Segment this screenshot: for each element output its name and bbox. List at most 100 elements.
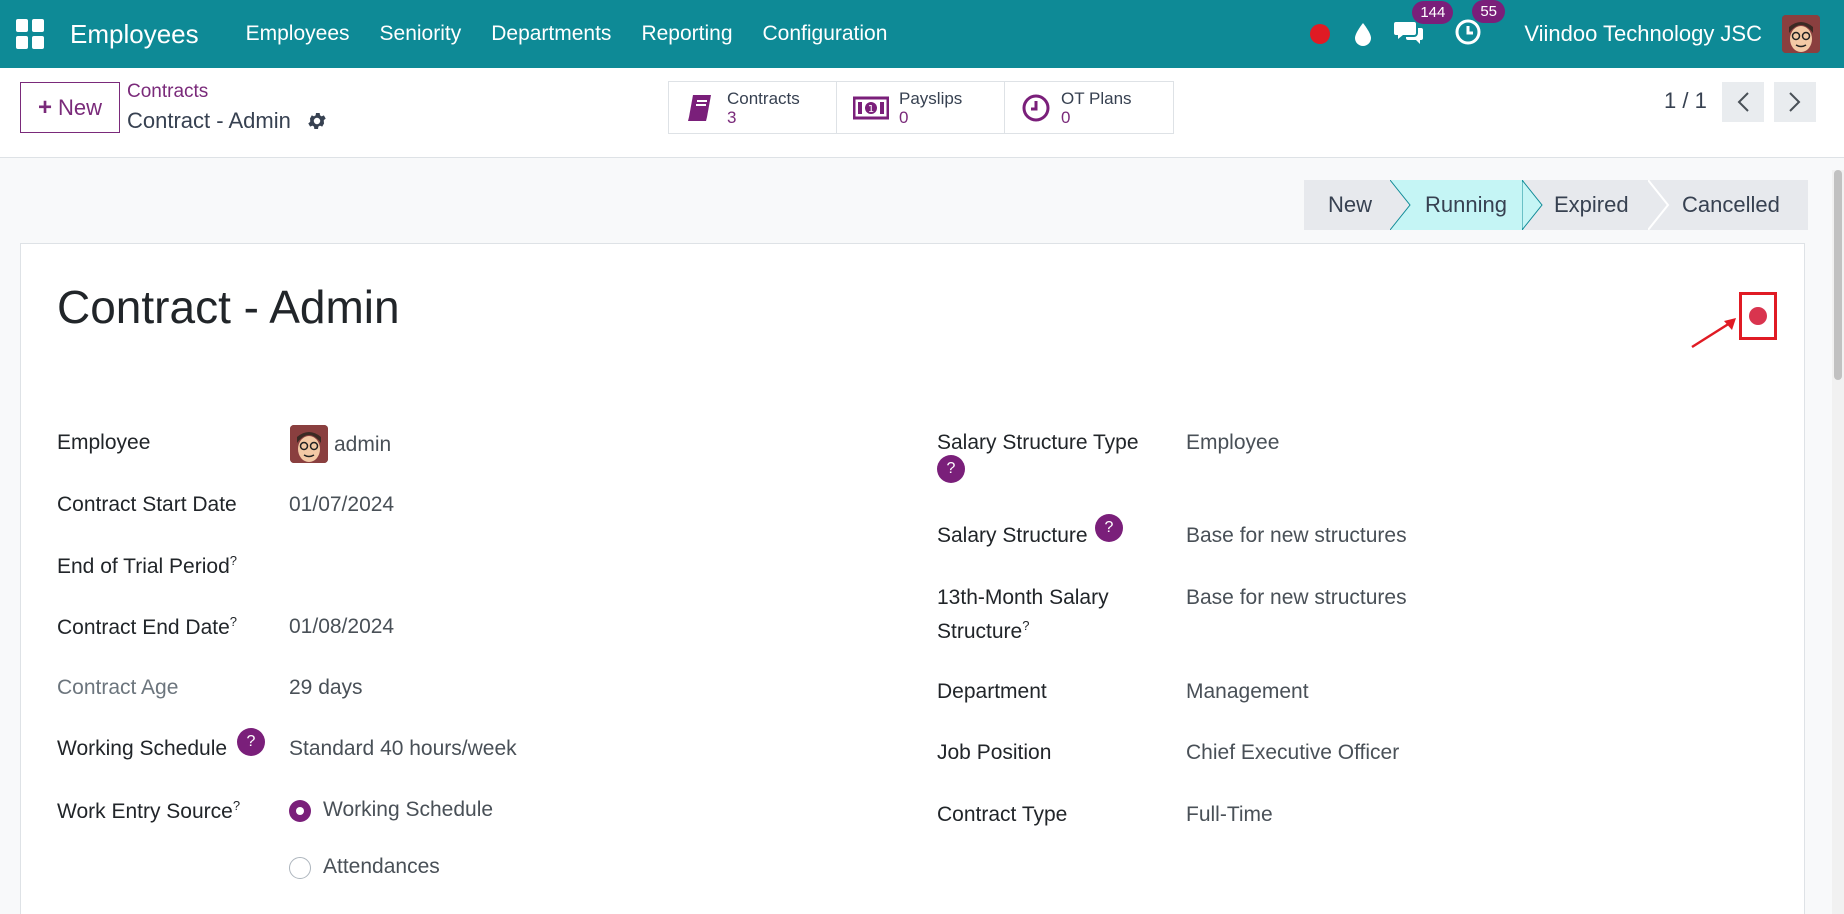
13th-month-value[interactable]: Base for new structures [1186,586,1407,609]
stage-expired-label: Expired [1554,192,1629,217]
contract-age-label: Contract Age [57,676,179,699]
salary-structure-value[interactable]: Base for new structures [1186,524,1407,547]
smart-buttons: Contracts 3 1 Payslips 0 OT Plans 0 [668,81,1174,134]
help-question-icon[interactable]: ? [937,455,965,483]
payslips-smart-label: Payslips [899,88,963,108]
help-question-icon[interactable]: ? [1095,514,1123,542]
pager-next-button[interactable] [1774,82,1816,122]
stage-new-label: New [1328,192,1373,217]
annotation-arrow-icon [1691,318,1736,349]
kanban-state-dot-icon [1749,307,1767,325]
work-entry-source-label: Work Entry Source? [57,798,240,824]
page-scrollbar-thumb[interactable] [1834,170,1842,380]
radio-working-schedule[interactable] [289,800,311,822]
stage-separator-icon [1390,180,1411,230]
13th-month-label-line2-text: Structure [937,620,1023,643]
department-value[interactable]: Management [1186,680,1309,703]
job-position-value[interactable]: Chief Executive Officer [1186,741,1400,764]
breadcrumb-current: Contract - Admin [127,108,291,133]
stage-cancelled[interactable]: Cancelled [1648,180,1808,230]
ot-plans-smart-count: 0 [1061,107,1071,127]
job-position-label: Job Position [937,741,1052,764]
working-schedule-label: Working Schedule [57,737,228,760]
contract-age-value: 29 days [289,676,363,699]
stage-expired[interactable]: Expired [1522,180,1650,230]
messages-count-badge: 144 [1412,0,1454,24]
record-title[interactable]: Contract - Admin [57,281,400,333]
activity-clock-icon [1455,19,1481,44]
radio-working-schedule-label[interactable]: Working Schedule [323,798,494,821]
clock-icon [1022,94,1050,121]
navbar-systray: 144 55 Viindoo Technology JSC [1310,0,1844,68]
company-switcher[interactable]: Viindoo Technology JSC [1524,21,1762,46]
stage-separator-icon [1648,180,1670,230]
menu-seniority[interactable]: Seniority [379,22,462,45]
user-avatar[interactable] [1782,15,1820,53]
status-bar: New Running Expired Cancelled [1304,180,1808,230]
water-drop-icon[interactable] [1354,22,1372,46]
svg-text:1: 1 [868,104,874,115]
stage-running[interactable]: Running [1390,180,1524,230]
help-tooltip-icon[interactable]: ? [229,614,237,629]
control-panel: + New Contracts Contract - Admin Contract… [0,68,1844,158]
salary-structure-type-label: Salary Structure Type [937,431,1139,454]
help-question-icon[interactable]: ? [237,728,265,756]
stage-cancelled-label: Cancelled [1682,192,1780,217]
new-button[interactable]: + New [20,82,120,133]
employee-label: Employee [57,431,151,454]
activities-count-badge: 55 [1472,0,1505,23]
pager-previous-button[interactable] [1722,82,1764,122]
contract-type-value[interactable]: Full-Time [1186,803,1273,826]
gear-icon[interactable] [306,110,328,132]
form-sheet: Contract - Admin Employee admin Contract… [20,243,1805,914]
menu-configuration[interactable]: Configuration [762,22,888,45]
menu-reporting[interactable]: Reporting [641,22,733,45]
apps-menu-icon[interactable] [16,19,46,49]
contract-start-label: Contract Start Date [57,493,237,516]
kanban-state-button[interactable] [1739,292,1777,340]
radio-attendances-label[interactable]: Attendances [323,855,440,878]
13th-month-label-line1: 13th-Month Salary [937,586,1109,609]
contract-end-label: Contract End Date? [57,614,237,640]
stage-new[interactable]: New [1304,180,1392,230]
activities-button[interactable]: 55 [1454,0,1505,51]
payslips-smart-count: 0 [899,107,909,127]
ot-plans-smart-button[interactable]: OT Plans 0 [1005,82,1173,133]
trial-end-label: End of Trial Period? [57,553,237,579]
money-icon: 1 [853,96,889,119]
contract-end-label-text: Contract End Date [57,616,230,639]
app-title[interactable]: Employees [70,18,199,49]
contracts-smart-label: Contracts [727,88,800,108]
contracts-smart-button[interactable]: Contracts 3 [669,82,837,133]
menu-departments[interactable]: Departments [491,22,612,45]
book-icon [688,94,711,121]
menu-employees[interactable]: Employees [245,22,350,45]
work-entry-source-label-text: Work Entry Source [57,800,233,823]
contract-start-value[interactable]: 01/07/2024 [289,493,395,516]
salary-structure-type-value[interactable]: Employee [1186,431,1280,454]
radio-attendances[interactable] [289,857,311,879]
record-indicator-icon[interactable] [1310,24,1331,44]
pager-value[interactable]: 1 / 1 [1664,88,1707,113]
messages-button[interactable]: 144 [1394,0,1454,50]
top-navbar: Employees Employees Seniority Department… [0,0,1844,68]
contract-end-value[interactable]: 01/08/2024 [289,615,395,638]
new-button-label: New [58,94,103,120]
chevron-left-icon [1737,92,1749,112]
working-schedule-value[interactable]: Standard 40 hours/week [289,737,517,760]
breadcrumb-contracts-link[interactable]: Contracts [127,81,209,102]
salary-structure-label: Salary Structure [937,524,1088,547]
chat-icon [1394,21,1424,44]
contract-type-label: Contract Type [937,803,1068,826]
help-tooltip-icon[interactable]: ? [232,798,241,813]
help-tooltip-icon[interactable]: ? [1022,618,1030,633]
main-menu: Employees Seniority Departments Reportin… [231,22,903,46]
stage-separator-icon [1522,180,1543,230]
payslips-smart-button[interactable]: 1 Payslips 0 [837,82,1005,133]
employee-value[interactable]: admin [334,433,392,456]
employee-avatar [290,425,328,463]
chevron-right-icon [1789,92,1801,112]
trial-end-label-text: End of Trial Period [57,555,230,578]
stage-running-label: Running [1425,192,1507,217]
help-tooltip-icon[interactable]: ? [229,553,237,568]
